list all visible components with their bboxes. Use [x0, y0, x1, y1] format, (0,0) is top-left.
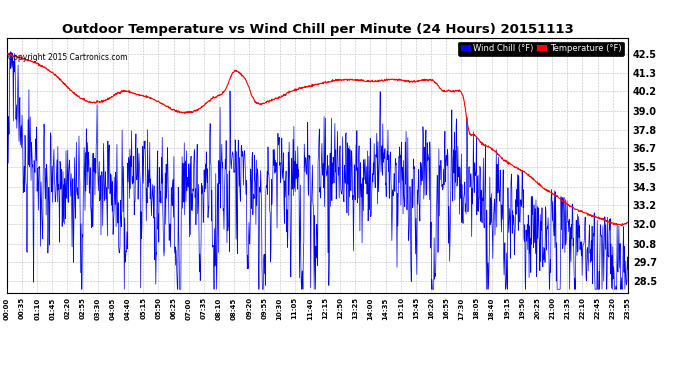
- Title: Outdoor Temperature vs Wind Chill per Minute (24 Hours) 20151113: Outdoor Temperature vs Wind Chill per Mi…: [61, 23, 573, 36]
- Text: Copyright 2015 Cartronics.com: Copyright 2015 Cartronics.com: [8, 53, 127, 62]
- Legend: Wind Chill (°F), Temperature (°F): Wind Chill (°F), Temperature (°F): [458, 42, 624, 56]
